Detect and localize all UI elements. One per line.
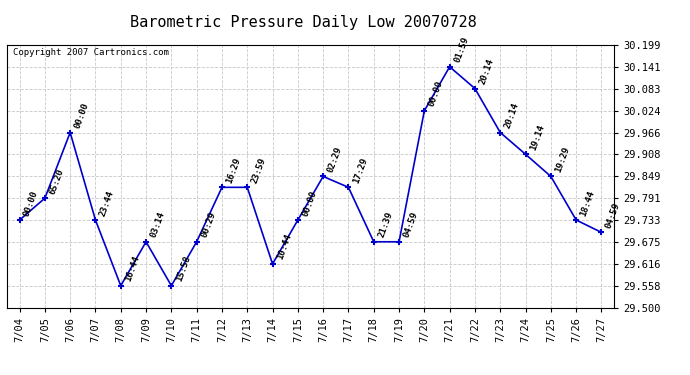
Text: 23:59: 23:59 bbox=[250, 156, 268, 184]
Text: 65:20: 65:20 bbox=[48, 167, 66, 195]
Text: 21:39: 21:39 bbox=[377, 211, 394, 239]
Text: 04:59: 04:59 bbox=[604, 201, 622, 229]
Text: 04:59: 04:59 bbox=[402, 211, 420, 239]
Text: 19:14: 19:14 bbox=[529, 123, 546, 152]
Text: 03:14: 03:14 bbox=[149, 211, 166, 239]
Text: 00:00: 00:00 bbox=[73, 101, 90, 130]
Text: 02:29: 02:29 bbox=[326, 146, 344, 174]
Text: Copyright 2007 Cartronics.com: Copyright 2007 Cartronics.com bbox=[13, 48, 169, 57]
Text: 00:00: 00:00 bbox=[301, 189, 318, 217]
Text: 23:44: 23:44 bbox=[98, 189, 116, 217]
Text: 16:44: 16:44 bbox=[124, 255, 141, 283]
Text: 10:44: 10:44 bbox=[275, 233, 293, 261]
Text: 15:58: 15:58 bbox=[174, 255, 192, 283]
Text: 18:44: 18:44 bbox=[579, 189, 597, 217]
Text: 19:29: 19:29 bbox=[553, 146, 571, 174]
Text: 20:14: 20:14 bbox=[503, 101, 521, 130]
Text: 01:59: 01:59 bbox=[453, 36, 470, 64]
Text: 00:00: 00:00 bbox=[427, 80, 445, 108]
Text: 00:00: 00:00 bbox=[22, 189, 40, 217]
Text: 16:29: 16:29 bbox=[225, 156, 242, 184]
Text: Barometric Pressure Daily Low 20070728: Barometric Pressure Daily Low 20070728 bbox=[130, 15, 477, 30]
Text: 17:29: 17:29 bbox=[351, 156, 369, 184]
Text: 00:29: 00:29 bbox=[199, 211, 217, 239]
Text: 20:14: 20:14 bbox=[477, 57, 495, 86]
